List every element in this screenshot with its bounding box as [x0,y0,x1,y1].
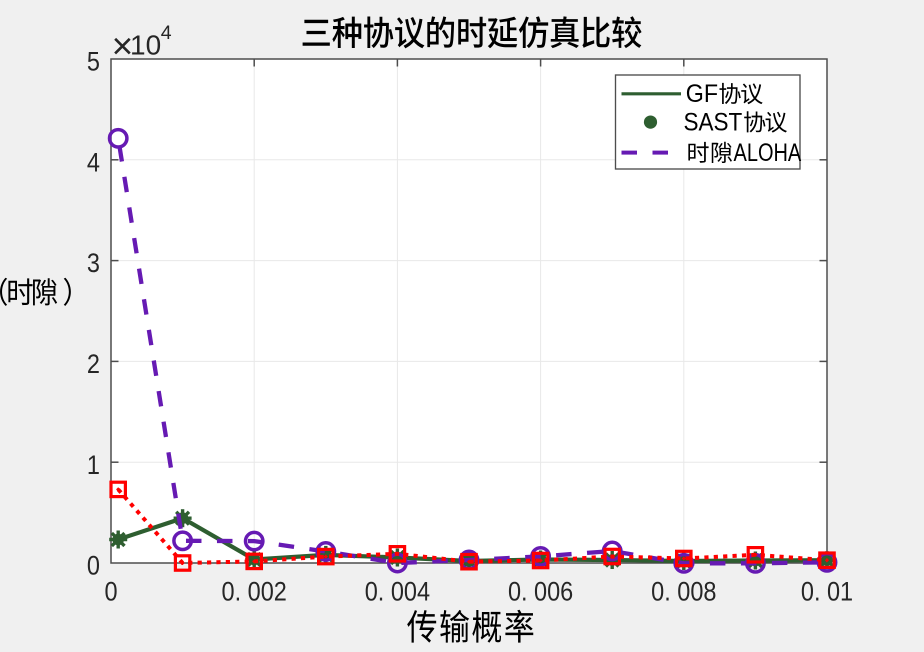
svg-text:0. 006: 0. 006 [508,577,573,607]
svg-text:0: 0 [104,577,117,607]
svg-text:0. 004: 0. 004 [365,577,430,607]
svg-text:0. 002: 0. 002 [222,577,287,607]
svg-text:4: 4 [87,148,100,178]
svg-text:1: 1 [87,450,100,480]
svg-text:10: 10 [130,30,161,61]
svg-text:5: 5 [87,47,100,77]
svg-text:ALOHA: ALOHA [734,139,803,167]
svg-text:4: 4 [161,22,172,44]
svg-text:2: 2 [87,349,100,379]
svg-text:SAST: SAST [684,109,743,137]
svg-text:0: 0 [87,551,100,581]
svg-text:0. 01: 0. 01 [801,577,853,607]
svg-text:0. 008: 0. 008 [651,577,716,607]
svg-text:3: 3 [87,249,100,279]
svg-text:×: × [112,25,134,66]
svg-text:GF: GF [686,80,718,108]
